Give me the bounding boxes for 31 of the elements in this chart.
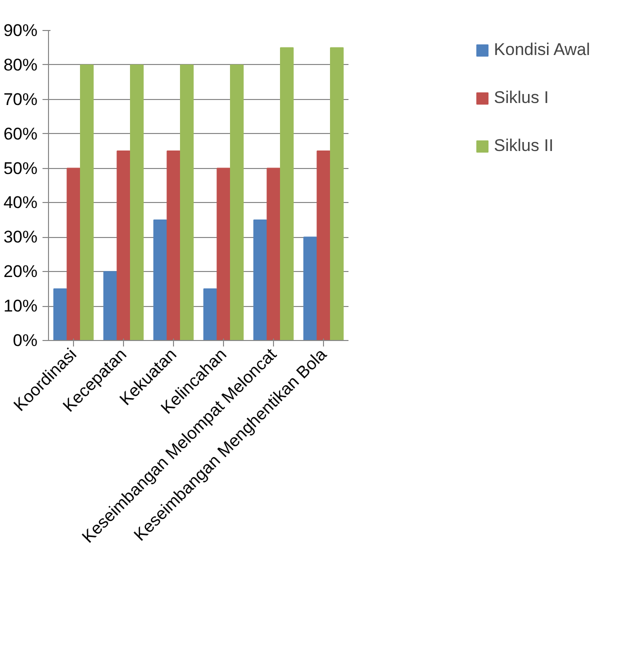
bar [230, 64, 244, 340]
bar [53, 288, 67, 340]
bar [116, 150, 130, 340]
y-tick-label: 90% [3, 21, 38, 40]
bar [180, 64, 194, 340]
y-tick-label: 70% [3, 90, 38, 109]
y-tick-label: 80% [3, 55, 38, 74]
bar [66, 168, 80, 340]
bar [130, 64, 144, 340]
bar [166, 150, 180, 340]
bar [80, 64, 94, 340]
y-tick-label: 10% [3, 296, 38, 316]
y-tick-label: 0% [12, 331, 38, 350]
y-tick-label: 30% [3, 228, 38, 247]
bar [253, 219, 267, 340]
y-tick-label: 50% [3, 158, 38, 178]
legend-label: Siklus II [494, 136, 554, 156]
bar [216, 168, 230, 340]
bar [330, 47, 344, 340]
y-tick-label: 20% [3, 262, 38, 282]
bar [266, 168, 280, 340]
legend-label: Siklus I [494, 88, 549, 108]
bar [153, 219, 167, 340]
bar [280, 47, 294, 340]
y-tick-label: 60% [3, 124, 38, 144]
bar [303, 236, 317, 340]
y-tick-label: 40% [3, 193, 38, 212]
bar [316, 150, 330, 340]
legend-label: Kondisi Awal [494, 40, 590, 60]
bar [203, 288, 217, 340]
bar [103, 271, 117, 340]
